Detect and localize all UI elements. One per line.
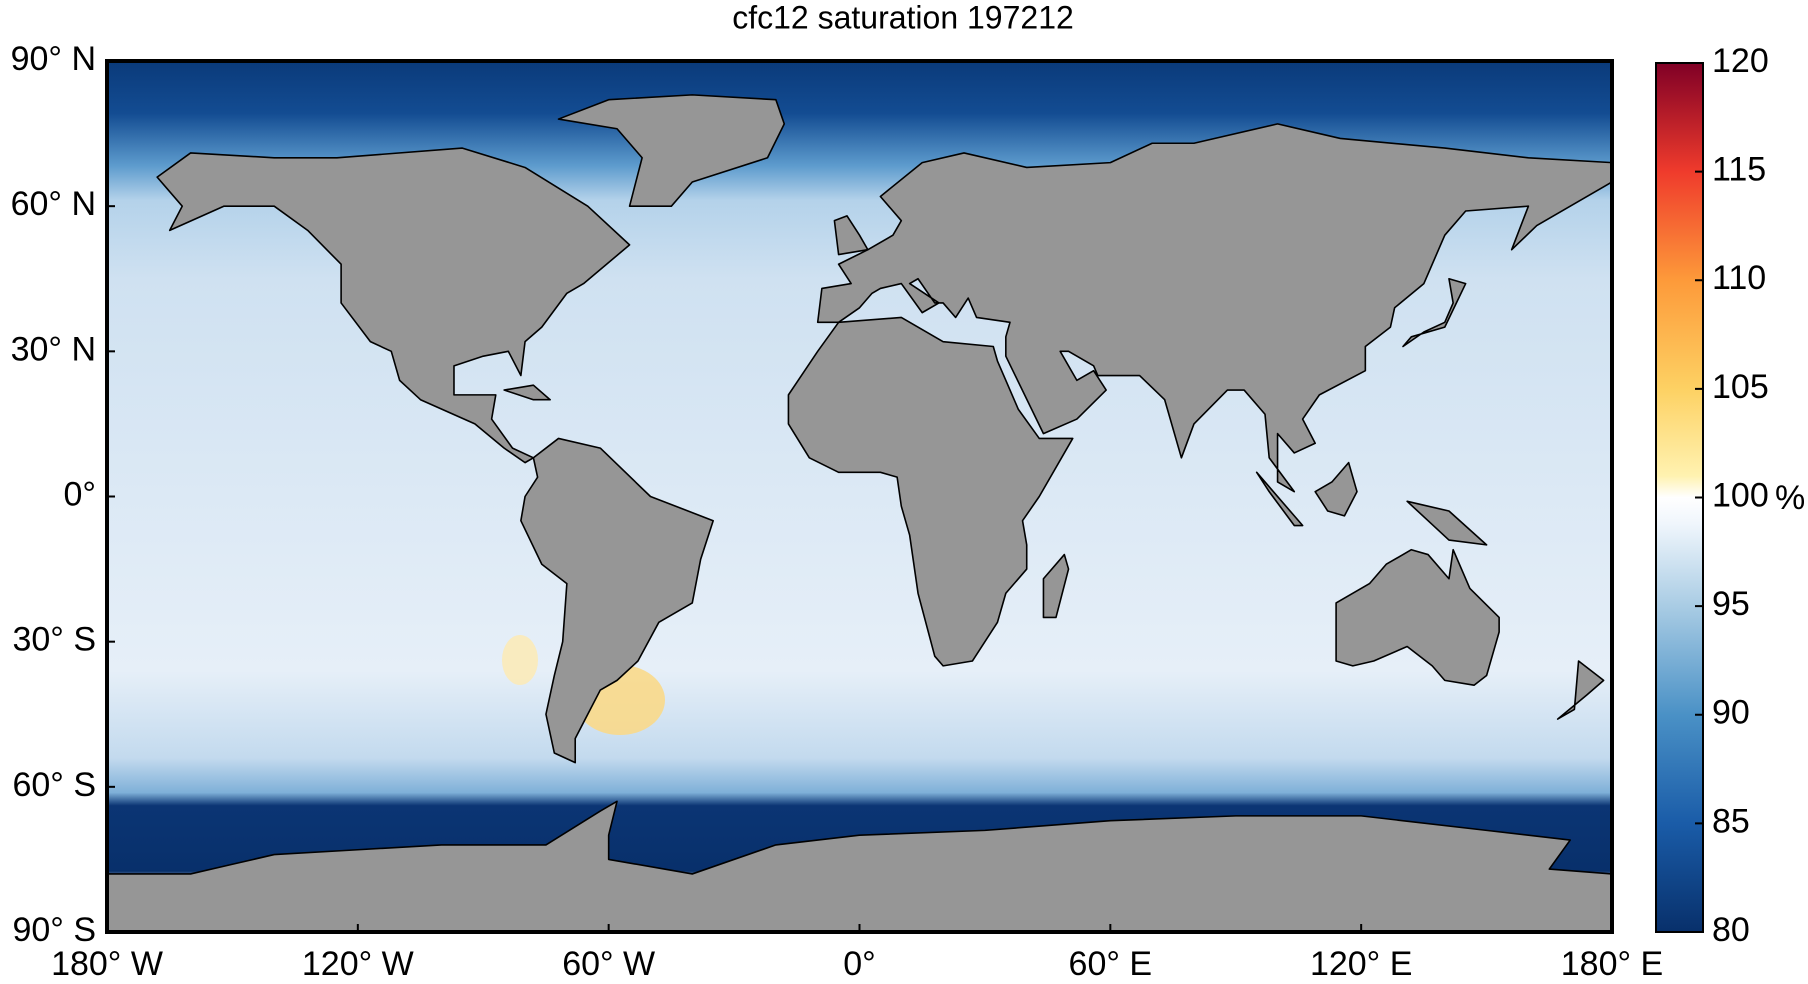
y-tick-label: 60° S [12,766,96,804]
greenland [558,95,784,206]
y-tick-label: 30° N [11,330,96,368]
colorbar-tick-label: 80 [1712,911,1750,949]
colorbar-tick-label: 115 [1712,151,1766,189]
colorbar-tick-label: 105 [1712,368,1769,406]
colorbar-tick-label: 110 [1712,259,1766,297]
map-area [107,61,1612,932]
north-america [157,148,629,463]
japan [1403,279,1466,347]
x-tick-label: 180° E [1561,945,1663,983]
colorbar-tick-label: 120 [1712,42,1769,80]
antarctica [107,801,1612,932]
great-britain [834,216,867,255]
new-guinea [1407,501,1486,545]
cuba [504,385,550,400]
sumatra [1257,472,1303,525]
x-tick-label: 120° W [302,945,414,983]
x-tick-label: 60° E [1069,945,1153,983]
y-tick-label: 90° S [12,911,96,949]
africa [788,317,1072,665]
y-tick-label: 90° N [11,40,96,78]
new-zealand [1558,661,1604,719]
x-tick-label: 180° W [51,945,163,983]
colorbar-tick-label: 90 [1712,694,1750,732]
eurasia [818,124,1612,492]
colorbar-label: % [1775,479,1805,517]
colorbar-tick-label: 85 [1712,802,1750,840]
madagascar [1043,555,1068,618]
colorbar-tick-label: 95 [1712,585,1750,623]
colorbar-tick-label: 100 [1712,476,1769,514]
saturation-anomaly [502,635,538,685]
land-masses [107,95,1612,932]
south-america [521,438,713,762]
y-tick-label: 0° [63,475,96,513]
map-title: cfc12 saturation 197212 [732,0,1074,35]
x-tick-label: 120° E [1310,945,1412,983]
x-tick-label: 60° W [562,945,655,983]
borneo [1315,463,1357,516]
y-tick-label: 30° S [12,621,96,659]
australia [1336,550,1499,685]
x-tick-label: 0° [843,945,876,983]
y-tick-label: 60° N [11,185,96,223]
